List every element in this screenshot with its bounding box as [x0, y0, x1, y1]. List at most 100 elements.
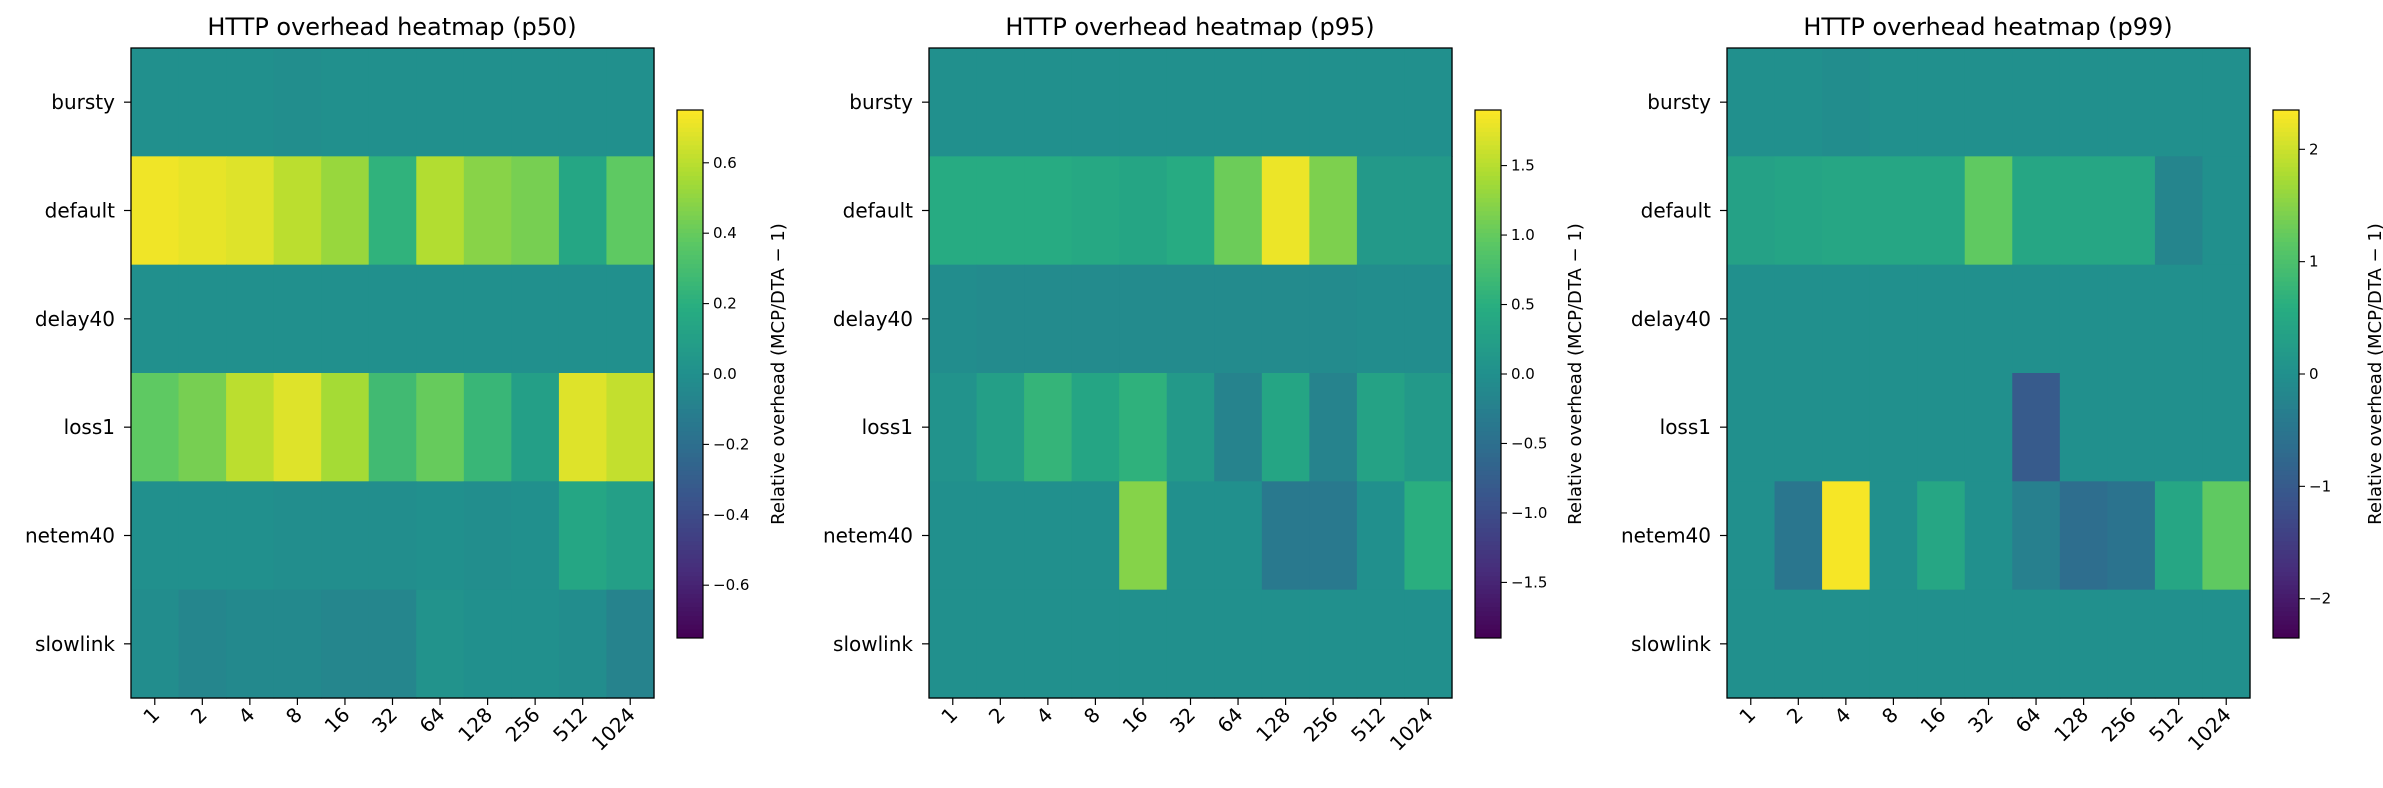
heatmap-panel-2: HTTP overhead heatmap (p95) bursty default…: [823, 13, 1586, 756]
colorbar-segment: [677, 123, 703, 129]
colorbar-segment: [1475, 572, 1501, 577]
heatmap-cell: [1071, 373, 1120, 482]
heatmap-cell: [1727, 156, 1776, 266]
heatmap-cell: [606, 264, 655, 374]
colorbar-segment: [1475, 343, 1501, 349]
colorbar-segment: [677, 620, 703, 626]
heatmap-cell: [1166, 589, 1215, 699]
colorbar-segment: [677, 321, 703, 327]
colorbar-segment: [1475, 462, 1501, 467]
colorbar-segment: [1475, 356, 1501, 362]
heatmap-cell: [1024, 156, 1073, 266]
colorbar-segment: [677, 554, 703, 560]
colorbar-segment: [1475, 242, 1501, 247]
colorbar-segment: [677, 259, 703, 265]
colorbar-segment: [1475, 563, 1501, 569]
heatmap-cell: [131, 373, 180, 482]
heatmap-cell: [1166, 156, 1215, 266]
colorbar-tick-label: 0.0: [713, 365, 737, 383]
colorbar-segment: [2273, 545, 2299, 551]
colorbar-segment: [677, 448, 703, 454]
colorbar-segment: [2273, 233, 2299, 239]
heatmap-cell: [1404, 48, 1453, 157]
colorbar-segment: [1475, 404, 1501, 410]
colorbar-segment: [2273, 382, 2299, 388]
colorbar-segment: [2273, 488, 2299, 494]
colorbar-segment: [677, 167, 703, 173]
colorbar-segment: [2273, 127, 2299, 133]
heatmap-cell: [1071, 589, 1120, 699]
colorbar-segment: [2273, 312, 2299, 318]
heatmap-cell: [2202, 589, 2251, 699]
heatmap-cell: [2107, 264, 2156, 374]
colorbar-segment: [1475, 492, 1501, 498]
heatmap-cell: [1356, 48, 1406, 157]
heatmap-cell: [511, 48, 560, 157]
heatmap-cell: [1214, 481, 1263, 591]
heatmap-cell: [2154, 481, 2204, 591]
colorbar-segment: [1475, 413, 1501, 419]
colorbar-segment: [677, 356, 703, 362]
colorbar-segment: [2273, 598, 2299, 604]
colorbar-segment: [2273, 316, 2299, 322]
colorbar-segment: [1475, 435, 1501, 441]
colorbar-label: Relative overhead (MCP/DTA − 1): [1565, 223, 1586, 525]
heatmap-cell: [929, 481, 978, 591]
colorbar: −2 −1 0 1 2 Relative overhead (MCP/DTA − 1): [2272, 109, 2383, 639]
colorbar-segment: [1475, 237, 1501, 243]
colorbar-segment: [1475, 149, 1501, 155]
colorbar-segment: [1475, 510, 1501, 516]
colorbar-segment: [1475, 303, 1501, 309]
colorbar-segment: [677, 514, 703, 520]
colorbar-segment: [677, 567, 703, 573]
colorbar-segment: [1475, 488, 1501, 494]
heatmap-cell: [2154, 373, 2204, 482]
colorbar-segment: [2273, 523, 2299, 529]
colorbar-segment: [677, 453, 703, 459]
heatmap-cell: [976, 156, 1025, 266]
colorbar-segment: [2273, 550, 2299, 555]
colorbar-segment: [2273, 140, 2299, 146]
heatmap-cell: [511, 264, 560, 374]
heatmap-cell: [1869, 481, 1918, 591]
heatmap-cell: [416, 373, 465, 482]
colorbar-segment: [2273, 132, 2299, 137]
heatmap-cell: [1964, 589, 2013, 699]
colorbar-segment: [2273, 479, 2299, 485]
heatmap-cell: [1774, 373, 1823, 482]
colorbar-segment: [2273, 585, 2299, 591]
colorbar-segment: [2273, 224, 2299, 230]
colorbar-segment: [677, 475, 703, 481]
heatmap-cell: [463, 48, 512, 157]
heatmap-cell: [1964, 156, 2013, 266]
heatmap-cell: [929, 373, 978, 482]
colorbar-segment: [677, 611, 703, 617]
colorbar-tick-label: 1.5: [1511, 157, 1535, 175]
heatmap-cell: [1727, 481, 1776, 591]
heatmap-cell: [368, 373, 417, 482]
heatmap-cell: [1261, 373, 1310, 482]
colorbar-segment: [1475, 189, 1501, 195]
colorbar-segment: [1475, 127, 1501, 133]
heatmap-cell: [1822, 589, 1871, 699]
colorbar-segment: [1475, 136, 1501, 142]
heatmap-cell: [1261, 589, 1310, 699]
colorbar-segment: [1475, 418, 1501, 423]
y-tick-label: delay40: [35, 307, 115, 331]
heatmap-cell: [1119, 481, 1168, 591]
colorbar-segment: [677, 149, 703, 155]
colorbar-segment: [677, 431, 703, 437]
heatmap-cell: [1356, 373, 1406, 482]
heatmap-cell: [1822, 48, 1871, 157]
x-tick-label: 128: [1251, 703, 1295, 747]
heatmap-cell: [2107, 373, 2156, 482]
colorbar-segment: [2273, 365, 2299, 371]
colorbar-segment: [1475, 198, 1501, 203]
x-tick-label: 512: [1346, 703, 1390, 747]
colorbar-segment: [677, 264, 703, 269]
colorbar-segment: [2273, 220, 2299, 225]
colorbar-segment: [1475, 277, 1501, 283]
heatmap-cell: [1822, 156, 1871, 266]
colorbar-tick-label: 1.0: [1511, 226, 1535, 244]
colorbar-segment: [677, 374, 703, 379]
